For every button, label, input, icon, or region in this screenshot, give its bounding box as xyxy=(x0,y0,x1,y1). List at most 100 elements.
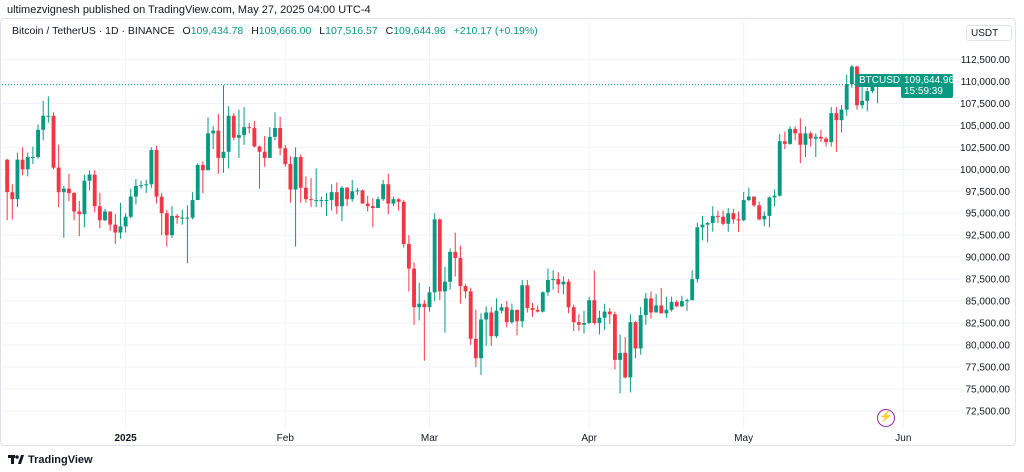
symbol-name[interactable]: Bitcoin / TetherUS · 1D · BINANCE xyxy=(12,25,175,37)
price-tick-label: 112,500.00 xyxy=(961,55,1011,66)
candle-body xyxy=(865,91,870,101)
candle xyxy=(839,105,844,133)
candle-body xyxy=(170,215,174,236)
candle-body xyxy=(612,314,617,360)
candle xyxy=(432,213,437,302)
candle xyxy=(257,145,262,189)
candle xyxy=(443,266,447,333)
candle-body xyxy=(479,319,483,359)
candle xyxy=(396,198,401,211)
price-tick-label: 97,500.00 xyxy=(966,187,1011,198)
candle xyxy=(546,268,550,296)
candle-body xyxy=(108,211,113,225)
tradingview-logo[interactable]: TradingView xyxy=(8,454,93,466)
candle-body xyxy=(391,199,396,204)
time-axis: 2025 Feb Mar Apr May Jun xyxy=(114,433,911,444)
candle-body xyxy=(484,312,489,320)
candle xyxy=(355,187,360,195)
price-tick-label: 80,000.00 xyxy=(966,340,1011,351)
candle-body xyxy=(767,197,772,216)
price-tick-label: 100,000.00 xyxy=(960,165,1010,176)
last-price: 109,644.96 xyxy=(904,75,955,86)
candle-body xyxy=(504,307,509,323)
candle xyxy=(334,182,339,215)
candle-body xyxy=(576,322,581,325)
last-price-tag: 109,644.96 15:59:39 xyxy=(901,74,955,98)
candle-body xyxy=(546,279,550,293)
candle xyxy=(731,208,736,224)
candle xyxy=(484,306,489,346)
candle xyxy=(674,300,679,308)
candle-body xyxy=(870,86,875,92)
time-tick-label: May xyxy=(734,433,753,444)
candle xyxy=(855,65,859,110)
candle xyxy=(170,206,174,238)
candle-body xyxy=(319,200,324,202)
close-label: C xyxy=(385,25,394,37)
candle-body xyxy=(757,205,762,220)
candle-body xyxy=(659,305,664,314)
candle-body xyxy=(123,216,128,227)
candle-body xyxy=(432,219,437,293)
candle-body xyxy=(520,285,525,322)
candle-body xyxy=(252,128,257,147)
currency-button[interactable]: USDT xyxy=(966,25,1012,41)
candle xyxy=(643,293,648,325)
candle xyxy=(576,314,581,331)
candle-body xyxy=(195,164,200,201)
candle xyxy=(103,208,107,222)
candle xyxy=(710,206,715,232)
candle xyxy=(834,106,839,152)
candle-body xyxy=(293,157,298,190)
candle-body xyxy=(628,322,633,378)
symbol-price-tag: BTCUSDT xyxy=(856,74,910,87)
candle-body xyxy=(273,128,277,137)
candle xyxy=(520,279,525,328)
candle-body xyxy=(149,150,154,185)
candle-body xyxy=(808,133,813,139)
candle-body xyxy=(283,148,288,165)
candle-body xyxy=(427,292,432,308)
lightning-icon[interactable]: ⚡ xyxy=(877,409,895,427)
candle-body xyxy=(499,307,504,311)
candle xyxy=(412,262,416,325)
candle-body xyxy=(303,187,308,200)
candle-body xyxy=(803,133,808,145)
candles xyxy=(5,64,880,394)
candle xyxy=(242,106,247,145)
candle xyxy=(762,211,767,227)
candle-body xyxy=(582,323,586,325)
candle xyxy=(700,215,705,241)
candle xyxy=(226,106,231,169)
candle-body xyxy=(334,192,339,207)
candle-body xyxy=(772,195,777,198)
candle xyxy=(97,193,102,229)
candle xyxy=(649,291,653,319)
candle xyxy=(571,304,576,331)
candle xyxy=(159,193,164,236)
candle xyxy=(108,211,113,231)
candle xyxy=(41,100,46,141)
candle xyxy=(752,196,756,208)
tradingview-logo-icon xyxy=(8,455,24,464)
candle xyxy=(273,112,277,141)
high-value: 109,666.00 xyxy=(258,25,312,37)
candle xyxy=(479,313,483,375)
candle xyxy=(262,135,267,167)
candle-body xyxy=(777,141,782,196)
candle xyxy=(180,209,185,225)
candle xyxy=(607,308,612,324)
candle-body xyxy=(267,136,272,158)
candle-body xyxy=(278,128,283,149)
candle-body xyxy=(746,196,751,201)
candle-body xyxy=(736,219,741,221)
candle-body xyxy=(92,174,97,207)
candle xyxy=(849,64,854,88)
candle-body xyxy=(731,213,736,220)
candle xyxy=(406,235,411,292)
candle-body xyxy=(571,307,576,323)
candle xyxy=(808,131,813,147)
candle xyxy=(782,131,787,150)
candle xyxy=(10,184,15,220)
